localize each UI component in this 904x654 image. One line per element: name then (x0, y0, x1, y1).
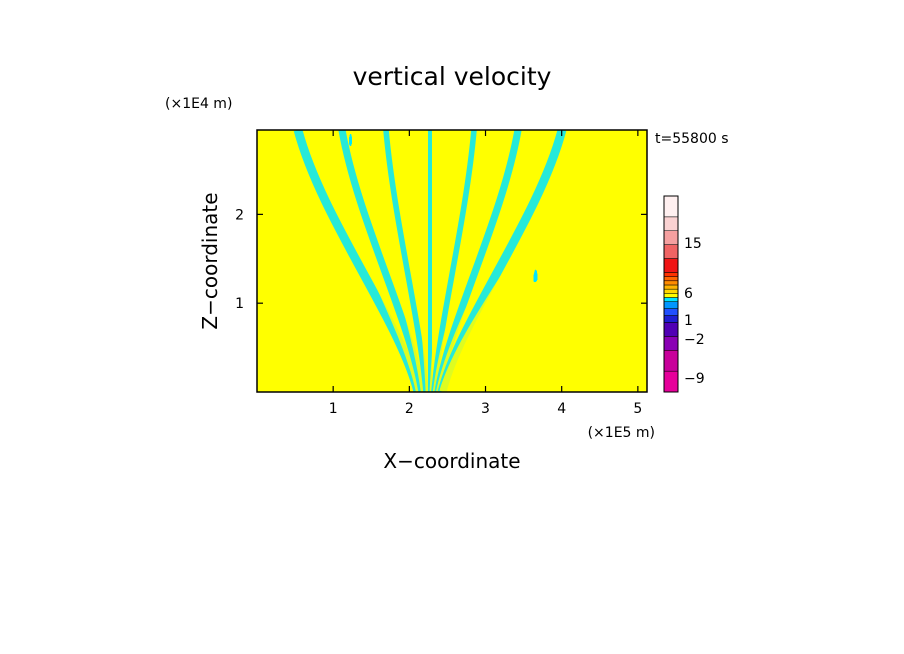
field-streak (360, 130, 428, 392)
field-streak (383, 130, 429, 392)
plot-frame (256, 129, 648, 393)
colorbar-tick-label: −2 (684, 332, 705, 348)
colorbar-swatch (663, 336, 679, 351)
colorbar-swatch (663, 230, 679, 245)
y-tick-label: 1 (235, 296, 244, 312)
y-axis-ticks: 12 (235, 207, 647, 312)
x-axis-multiplier: (×1E5 m) (588, 425, 655, 441)
colorbar-swatch (663, 288, 679, 294)
colorbar-swatch (663, 315, 679, 323)
colorbar-swatch (663, 293, 679, 298)
x-tick-label: 4 (557, 401, 566, 417)
field-streak (405, 130, 431, 392)
colorbar-tick-label: 15 (684, 236, 702, 252)
colorbar-swatch (663, 301, 679, 309)
colorbar-swatch (663, 284, 679, 290)
x-axis-ticks: 1 2 3 4 5 (329, 130, 642, 417)
colorbar-swatch (663, 244, 679, 259)
colorbar-swatch (663, 216, 679, 232)
chart-title: vertical velocity (353, 62, 552, 91)
y-axis-label: Z−coordinate (198, 192, 222, 329)
colorbar: 15 6 1 −2 −9 (663, 195, 705, 393)
colorbar-swatch (663, 280, 679, 286)
central-streaks (271, 130, 589, 392)
colorbar-swatch (663, 308, 679, 316)
y-tick-label: 2 (235, 207, 244, 223)
time-label: t=55800 s (655, 131, 729, 147)
x-axis-label: X−coordinate (383, 449, 520, 473)
y-axis-multiplier: (×1E4 m) (165, 96, 232, 112)
field-streak (338, 130, 426, 392)
field-streak (429, 130, 455, 392)
colorbar-swatch (663, 350, 679, 372)
x-tick-label: 1 (329, 401, 338, 417)
x-tick-label: 5 (633, 401, 642, 417)
colorbar-swatch (663, 272, 679, 277)
colorbar-swatch (663, 297, 679, 302)
colorbar-swatch (663, 258, 679, 273)
colorbar-tick-label: 1 (684, 313, 693, 329)
colorbar-tick-label: 6 (684, 286, 693, 302)
colorbar-swatch (663, 322, 679, 337)
field-streak (431, 130, 477, 392)
field-streak (439, 130, 589, 392)
colorbar-swatch (663, 195, 679, 218)
x-tick-label: 2 (405, 401, 414, 417)
velocity-field (257, 130, 647, 392)
colorbar-frame (663, 195, 679, 393)
colorbar-swatch (663, 370, 679, 393)
x-tick-label: 3 (481, 401, 490, 417)
colorbar-swatch (663, 276, 679, 282)
colorbar-tick-label: −9 (684, 371, 705, 387)
